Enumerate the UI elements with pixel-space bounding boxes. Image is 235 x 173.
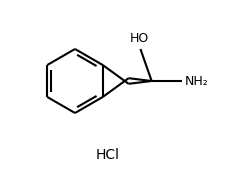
Text: HO: HO — [130, 32, 149, 45]
Text: NH₂: NH₂ — [185, 75, 209, 88]
Text: HCl: HCl — [96, 148, 120, 162]
